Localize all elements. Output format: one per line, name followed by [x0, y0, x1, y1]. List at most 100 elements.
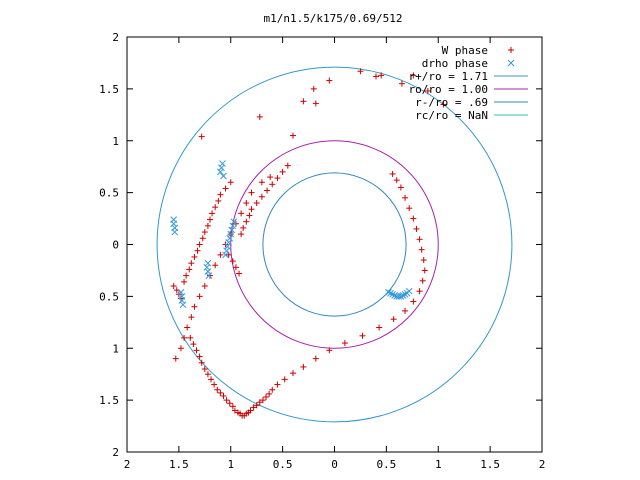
w-phase-point	[300, 98, 307, 105]
legend-label: r-/ro = .69	[415, 96, 488, 109]
x-tick-labels: 2 1.5 1 0.5 0 0.5 1 1.5 2	[124, 458, 546, 471]
w-phase-point	[236, 270, 243, 277]
w-phase-point	[357, 68, 364, 75]
drho-phase-point	[222, 251, 229, 259]
x-tick-label: 2	[124, 458, 131, 471]
x-tick-label: 1.5	[169, 458, 189, 471]
w-phase-point	[274, 381, 281, 388]
circle-roro	[230, 140, 439, 349]
w-phase-point	[204, 371, 211, 378]
y-tick-label: 2	[112, 446, 119, 459]
w-phase-point	[238, 210, 245, 217]
w-phase-point	[240, 224, 247, 231]
w-phase-point	[326, 347, 333, 354]
x-tick-label: 2	[539, 458, 546, 471]
x-tick-label: 0	[331, 458, 338, 471]
w-phase-point	[229, 258, 236, 265]
w-phase-point	[193, 347, 200, 354]
w-phase-point	[264, 187, 271, 194]
circle-r+ro	[156, 66, 513, 423]
drho-phase-point	[179, 301, 187, 309]
w-phase-point	[359, 332, 366, 339]
w-phase-point	[217, 191, 224, 198]
w-phase-point	[243, 200, 250, 206]
w-phase-point	[312, 100, 319, 107]
w-phase-point	[326, 77, 333, 84]
w-phase-point	[267, 174, 274, 181]
legend-label: W phase	[442, 44, 488, 57]
legend-label: drho phase	[422, 57, 488, 70]
chart-title: m1/n1.5/k175/0.69/512	[263, 12, 402, 25]
drho-phase-point	[227, 230, 235, 238]
w-phase-point	[406, 205, 413, 212]
drho-phase-point	[391, 291, 399, 299]
y-tick-labels: 2 1.5 1 0.5 0 0.5 1 1.5 2	[99, 31, 119, 459]
y-tick-label: 1	[112, 342, 119, 355]
w-phase-point	[258, 179, 265, 186]
w-phase-point	[226, 400, 233, 407]
w-phase-point	[196, 293, 203, 300]
w-phase-point	[290, 370, 296, 377]
w-phase-point	[424, 87, 431, 94]
legend-swatch	[507, 59, 515, 67]
w-phase-point	[188, 314, 195, 321]
x-tick-label: 1.5	[480, 458, 500, 471]
drho-phase-point	[397, 293, 405, 300]
w-phase-point	[217, 389, 224, 396]
w-phase-point	[184, 324, 191, 331]
drho-phase-point	[220, 172, 227, 180]
w-phase-point	[231, 407, 238, 414]
drho-phase-point	[387, 289, 394, 297]
drho-phase-point	[385, 288, 392, 296]
w-phase-point	[214, 386, 221, 393]
w-phase-point	[253, 402, 260, 409]
w-phase-point	[290, 132, 296, 139]
w-phase-point	[198, 359, 205, 366]
drho-phase-point	[177, 288, 185, 296]
w-phase-point	[410, 72, 417, 79]
drho-phase-point	[203, 263, 211, 271]
drho-phase-point	[218, 164, 225, 172]
w-phase-point	[310, 85, 317, 92]
w-phase-point	[223, 397, 230, 404]
w-phase-point	[341, 340, 348, 347]
drho-phase-point	[219, 160, 226, 167]
x-tick-label: 0.5	[273, 458, 293, 471]
w-phase-point	[201, 283, 208, 289]
w-phase-point	[416, 236, 423, 243]
drho-phase-point	[405, 287, 413, 295]
w-phase-point	[186, 266, 193, 273]
w-phase-point	[284, 162, 291, 169]
w-phase-point	[250, 404, 257, 411]
w-phase-point	[266, 390, 273, 397]
w-phase-point	[217, 251, 224, 258]
w-phase-point	[183, 272, 190, 279]
w-phase-point	[196, 353, 203, 360]
w-phase-point	[397, 184, 404, 191]
w-phase-point	[410, 215, 417, 222]
drho-phase-point	[217, 168, 224, 176]
drho-phase-point	[170, 220, 178, 228]
tick-marks	[126, 36, 543, 453]
x-tick-label: 1	[435, 458, 442, 471]
w-phase-point	[269, 181, 276, 188]
drho-phase-point	[226, 234, 234, 242]
y-tick-label: 2	[112, 31, 119, 44]
y-tick-label: 1.5	[99, 83, 119, 96]
x-tick-label: 1	[227, 458, 234, 471]
w-phase-point	[256, 399, 263, 406]
legend-swatch	[508, 47, 514, 53]
drho-phase-point	[229, 222, 237, 230]
w-phase-point	[402, 194, 409, 201]
w-phase-point	[211, 381, 218, 388]
w-phase-point	[246, 212, 253, 219]
y-tick-label: 0.5	[99, 290, 119, 303]
w-phase-point	[220, 392, 227, 399]
w-phase-point	[274, 175, 281, 182]
w-phase-point	[373, 73, 379, 80]
w-phase-point	[393, 177, 400, 184]
w-phase-point	[247, 407, 254, 414]
drho-phase-point	[178, 297, 186, 304]
w-phase-point	[212, 262, 219, 269]
